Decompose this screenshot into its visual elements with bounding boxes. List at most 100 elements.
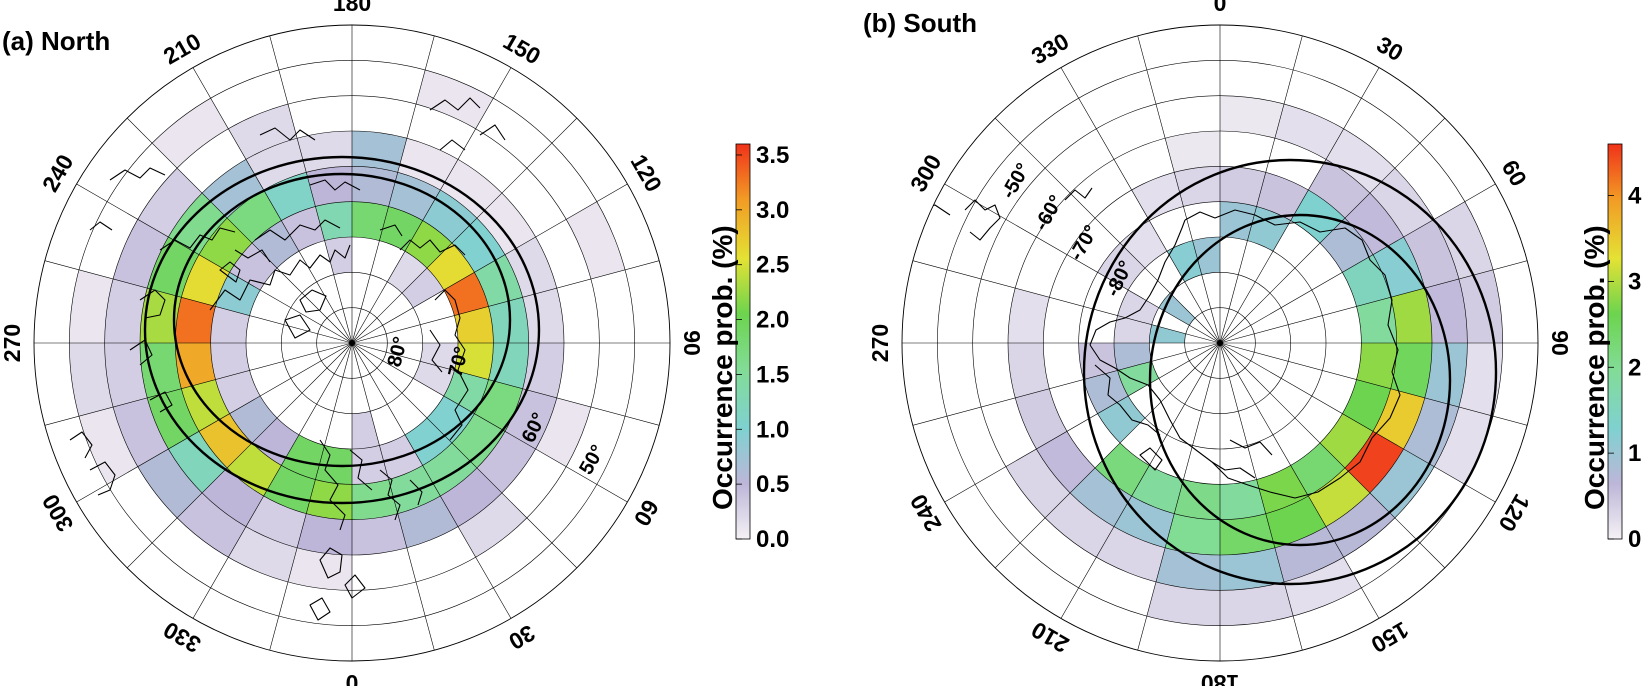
grid-meridian — [351, 342, 512, 619]
colorbar-tick-label: 2.0 — [756, 307, 789, 334]
longitude-label: 0 — [346, 670, 359, 686]
heatmap-cell — [168, 193, 228, 255]
heatmap-cell — [426, 396, 475, 443]
north-oval-inner — [172, 172, 512, 468]
heatmap-cell — [1078, 343, 1118, 380]
south-latitude-labels: -50° -60° -70° -80° — [997, 160, 1137, 301]
grid-meridian — [1219, 342, 1528, 426]
heatmap-cell — [215, 272, 261, 316]
heatmap-cell — [1342, 379, 1391, 432]
heatmap-cell — [281, 206, 325, 252]
heatmap-cell — [1369, 449, 1435, 518]
longitude-label: 90 — [679, 330, 705, 356]
heatmap-cell — [1036, 431, 1096, 493]
south-colorbar-gradient — [1607, 143, 1623, 540]
colorbar-tick-label: 4 — [1628, 183, 1642, 210]
grid-meridian — [192, 342, 353, 619]
heatmap-cell — [137, 168, 203, 237]
heatmap-cell — [405, 220, 452, 269]
heatmap-cell — [1342, 254, 1391, 307]
heatmap-cell — [352, 201, 389, 241]
heatmap-cell — [306, 479, 352, 520]
heatmap-cell — [1165, 513, 1220, 555]
pole-marker — [1217, 340, 1223, 346]
grid-meridian — [351, 117, 578, 344]
heatmap-cell — [454, 306, 494, 343]
south-ovals — [1082, 158, 1498, 586]
heatmap-cell — [535, 397, 591, 467]
south-heatmap-cells — [1005, 95, 1503, 626]
longitude-label: 270 — [867, 324, 893, 362]
colorbar-tick-label: 3.0 — [756, 197, 789, 224]
longitude-label: 300 — [905, 150, 947, 196]
heatmap-cell — [451, 413, 505, 468]
heatmap-cell — [443, 272, 489, 316]
colorbar-tick-label: 0.0 — [756, 526, 789, 553]
heatmap-cell — [199, 413, 253, 468]
south-outer-ring — [901, 24, 1539, 662]
colorbar-tick-label: 1.0 — [756, 416, 789, 443]
heatmap-cell — [1284, 557, 1362, 617]
heatmap-cell — [1274, 526, 1344, 582]
north-grid — [34, 25, 670, 661]
longitude-label: 60 — [629, 495, 664, 530]
grid-meridian — [1219, 117, 1446, 344]
heatmap-cell — [388, 465, 441, 514]
heatmap-cell — [227, 190, 282, 244]
south-coastlines — [919, 187, 1401, 499]
heatmap-cell — [476, 431, 536, 493]
heatmap-cell — [1095, 442, 1150, 496]
heatmap-cell — [228, 104, 298, 160]
heatmap-cell — [1005, 449, 1071, 518]
heatmap-cell — [1274, 104, 1344, 160]
heatmap-cell — [199, 218, 253, 273]
heatmap-cell — [229, 243, 278, 290]
heatmap-cell — [140, 288, 182, 343]
grid-meridian — [912, 260, 1221, 344]
north-colorbar-ticks: 0.0 0.5 1.0 1.5 2.0 2.5 3.0 3.5 — [736, 142, 789, 553]
heatmap-cell — [69, 343, 114, 417]
colorbar-tick-label: 0.5 — [756, 471, 789, 498]
heatmap-cell — [1344, 193, 1404, 255]
heatmap-cell — [1097, 396, 1146, 443]
heatmap-cell — [1220, 95, 1285, 139]
heatmap-cell — [297, 131, 352, 173]
heatmap-cell — [1070, 467, 1132, 527]
heatmap-cell — [1308, 467, 1370, 527]
grid-meridian — [1137, 35, 1221, 344]
grid-meridian — [1219, 67, 1380, 344]
grid-meridian — [1219, 342, 1303, 651]
grid-meridian — [1219, 35, 1303, 344]
longitude-label: 330 — [1027, 28, 1073, 70]
heatmap-cell — [1008, 343, 1050, 398]
longitude-label: 330 — [159, 617, 205, 659]
heatmap-cell — [1256, 172, 1309, 221]
north-colorbar: 0.0 0.5 1.0 1.5 2.0 2.5 3.0 3.5 Occurrence prob… — [707, 142, 789, 553]
heatmap-cell — [413, 361, 455, 396]
heatmap-cell — [210, 343, 250, 380]
heatmap-cell — [1096, 526, 1166, 582]
heatmap-cell — [1097, 243, 1146, 290]
heatmap-cell — [104, 278, 148, 343]
grid-meridian — [912, 342, 1221, 426]
north-outer-ring — [33, 24, 671, 662]
heatmap-cell — [1403, 219, 1459, 289]
longitude-label: 150 — [499, 28, 545, 70]
heatmap-cell — [104, 343, 148, 408]
heatmap-cell — [1356, 343, 1397, 389]
pole-marker — [349, 340, 355, 346]
heatmap-cell — [566, 201, 626, 279]
heatmap-cell — [181, 254, 230, 307]
heatmap-cell — [1131, 172, 1184, 221]
south-lat-label-50: -50° — [997, 160, 1035, 203]
heatmap-cell — [416, 69, 494, 129]
grid-meridian — [44, 260, 353, 344]
heatmap-cell — [113, 397, 169, 467]
heatmap-cell — [113, 219, 169, 289]
longitude-label: 210 — [1027, 617, 1073, 659]
heatmap-cell — [202, 467, 264, 527]
grid-meridian — [994, 117, 1221, 344]
heatmap-cell — [1390, 288, 1432, 343]
heatmap-cell — [137, 449, 203, 518]
longitude-label: 30 — [504, 620, 539, 655]
